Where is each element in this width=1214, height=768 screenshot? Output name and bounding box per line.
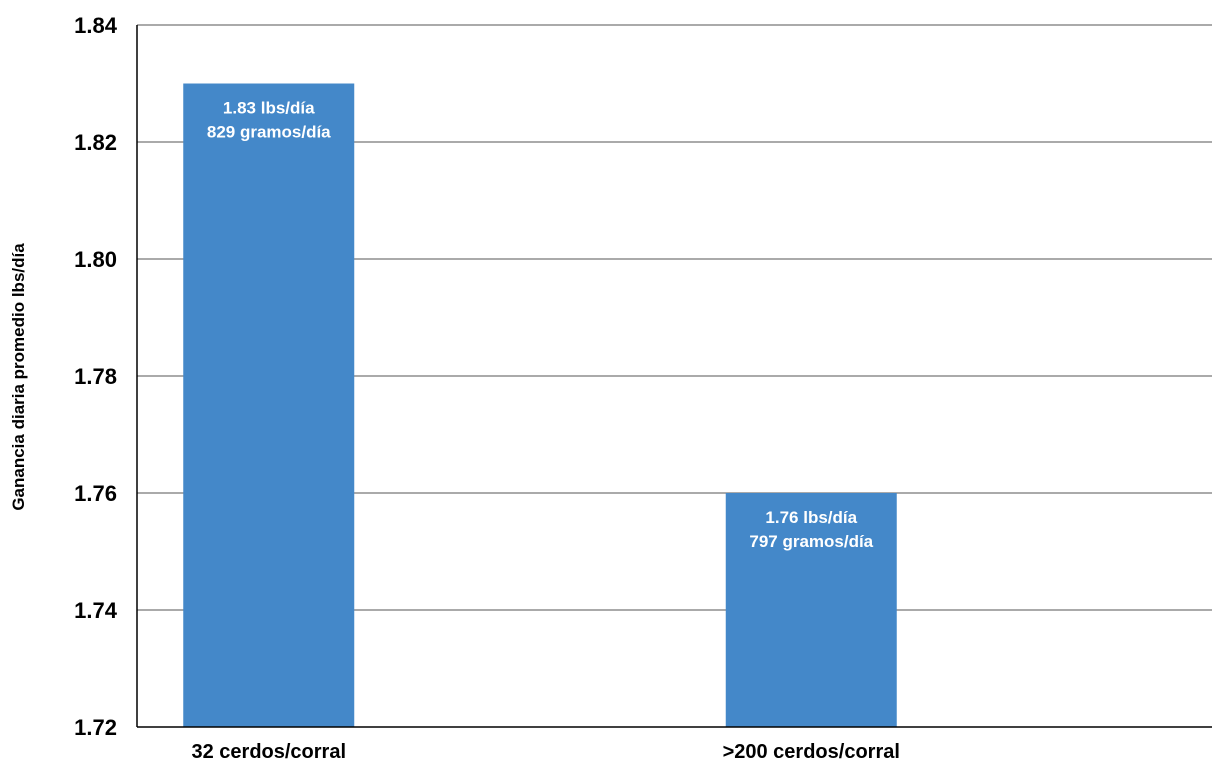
bars bbox=[183, 83, 897, 727]
bar bbox=[183, 83, 355, 727]
y-tick-label: 1.78 bbox=[74, 364, 117, 389]
axes bbox=[136, 25, 1212, 728]
y-tick-label: 1.74 bbox=[74, 598, 118, 623]
bar-data-label: 797 gramos/día bbox=[749, 532, 873, 551]
bar-data-label: 829 gramos/día bbox=[207, 123, 331, 142]
y-tick-label: 1.80 bbox=[74, 247, 117, 272]
y-axis-title: Ganancia diaria promedio lbs/día bbox=[9, 243, 28, 511]
bar-data-labels: 1.83 lbs/día 829 gramos/día 1.76 lbs/día 79… bbox=[207, 99, 874, 552]
x-category-labels: 32 cerdos/corral >200 cerdos/corral bbox=[191, 741, 899, 763]
x-category-label: >200 cerdos/corral bbox=[723, 741, 900, 763]
y-tick-label: 1.82 bbox=[74, 130, 117, 155]
bar-data-label: 1.76 lbs/día bbox=[765, 508, 857, 527]
y-tick-label: 1.84 bbox=[74, 13, 118, 38]
x-category-label: 32 cerdos/corral bbox=[191, 741, 346, 763]
bar-data-label: 1.83 lbs/día bbox=[223, 99, 315, 118]
y-tick-label: 1.72 bbox=[74, 715, 117, 740]
bar bbox=[725, 493, 897, 727]
y-tick-label: 1.76 bbox=[74, 481, 117, 506]
y-tick-labels: 1.72 1.74 1.76 1.78 1.80 1.82 1.84 bbox=[74, 13, 118, 740]
